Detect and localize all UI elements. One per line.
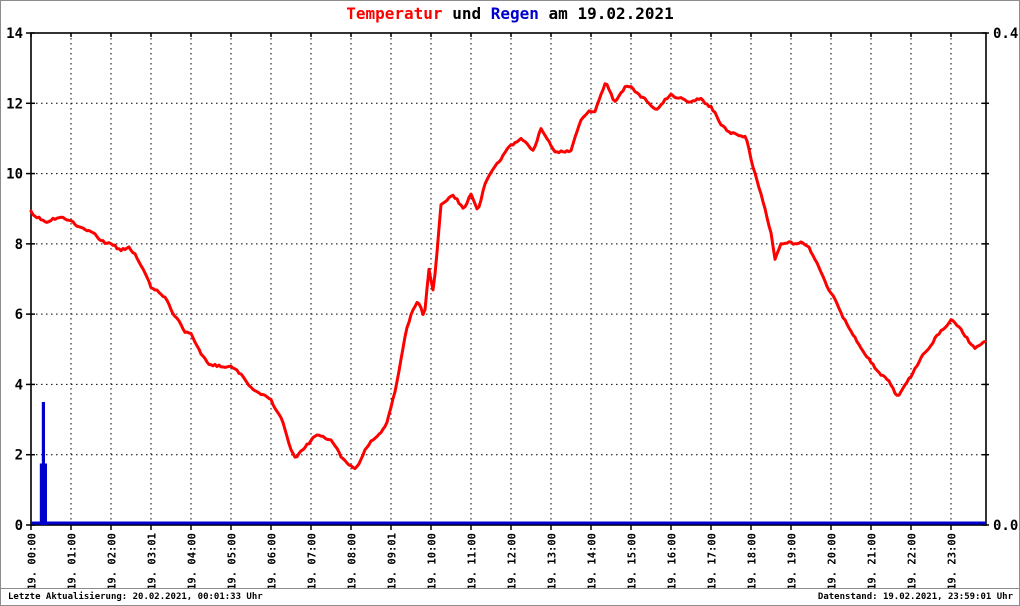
plot-border	[30, 32, 987, 526]
temperature-line	[29, 82, 987, 471]
chart-title-date: am 19.02.2021	[538, 4, 674, 23]
x-axis-tick-label: 19. 19:00	[787, 533, 799, 590]
y-axis-left-label: 0	[15, 518, 23, 534]
x-axis-tick-label: 19. 10:00	[427, 533, 439, 590]
rain-bar	[41, 402, 45, 525]
y-axis-right-label: 0.0	[993, 518, 1018, 534]
x-axis-tick-label: 19. 11:00	[467, 533, 479, 590]
x-axis-tick-label: 19. 17:00	[707, 533, 719, 590]
x-axis-tick-label: 19. 09:01	[387, 533, 399, 590]
x-axis-tick-label: 19. 07:00	[307, 533, 319, 590]
x-axis-tick-label: 19. 20:00	[827, 533, 839, 590]
chart-title: Temperatur und Regen am 19.02.2021	[1, 4, 1019, 23]
x-axis-tick-label: 19. 18:00	[747, 533, 759, 590]
chart-title-temperatur: Temperatur	[346, 4, 443, 23]
x-axis-tick-label: 19. 01:00	[67, 533, 79, 590]
x-axis-tick-label: 19. 23:00	[947, 533, 959, 590]
chart-title-regen: Regen	[490, 4, 539, 23]
x-axis-tick-label: 19. 05:00	[227, 533, 239, 590]
x-axis-tick-label: 19. 08:00	[347, 533, 359, 590]
x-axis-tick-label: 19. 12:00	[507, 533, 519, 590]
y-axis-left-label: 10	[6, 167, 23, 183]
x-axis-tick-label: 19. 06:00	[267, 533, 279, 590]
x-axis-tick-label: 19. 22:00	[907, 533, 919, 590]
x-axis-tick-label: 19. 00:00	[27, 533, 39, 590]
y-axis-left-label: 6	[15, 307, 23, 323]
chart-canvas: 0 2 4 6 8 10 12 14 0.4 0.0 19. 00:00 19. 01:00 19. 0…	[6, 26, 1018, 590]
y-axis-left-label: 2	[15, 448, 23, 464]
y-axis-left-label: 12	[6, 96, 23, 112]
chart-title-und: und	[442, 4, 491, 23]
x-axis-tick-label: 19. 14:00	[587, 533, 599, 590]
x-axis-tick-label: 19. 15:00	[627, 533, 639, 590]
status-bar: Letzte Aktualisierung: 20.02.2021, 00:01…	[1, 588, 1019, 605]
y-axis-right-label: 0.4	[993, 26, 1018, 42]
y-axis-left-label: 4	[15, 377, 23, 393]
x-axis-tick-label: 19. 16:00	[667, 533, 679, 590]
y-axis-left-label: 8	[15, 237, 23, 253]
data-state-text: Datenstand: 19.02.2021, 23:59:01 Uhr	[817, 592, 1013, 602]
x-axis-tick-label: 19. 21:00	[867, 533, 879, 590]
x-axis-tick-label: 19. 13:00	[547, 533, 559, 590]
x-axis-tick-label: 19. 02:00	[107, 533, 119, 590]
x-axis-tick-label: 19. 03:01	[147, 533, 159, 590]
last-update-text: Letzte Aktualisierung: 20.02.2021, 00:01…	[8, 592, 263, 602]
y-axis-left-label: 14	[6, 26, 23, 42]
x-axis-tick-label: 19. 04:00	[187, 533, 199, 590]
